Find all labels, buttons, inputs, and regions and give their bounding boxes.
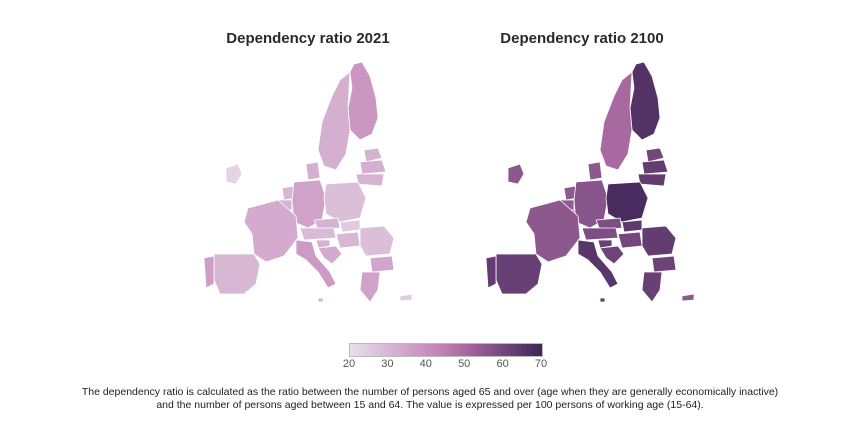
country-estonia [645, 147, 665, 163]
country-lithuania [637, 173, 667, 187]
country-czechia [595, 217, 623, 231]
country-croatia [317, 245, 343, 265]
country-spain [213, 253, 261, 295]
country-portugal [485, 255, 497, 289]
footnote-caption: The dependency ratio is calculated as th… [40, 386, 820, 412]
country-finland [347, 61, 379, 141]
country-malta [317, 297, 324, 303]
country-bulgaria [651, 255, 677, 273]
country-portugal [203, 255, 215, 289]
country-slovakia [621, 219, 643, 233]
legend-tick-labels: 20 30 40 50 60 70 [343, 358, 547, 374]
color-scale-legend [349, 343, 543, 357]
legend-tick: 70 [534, 358, 548, 370]
country-france [243, 199, 299, 263]
country-slovenia [597, 239, 613, 249]
country-denmark [305, 161, 321, 181]
country-czechia [313, 217, 341, 231]
country-cyprus [399, 293, 413, 302]
caption-line-1: The dependency ratio is calculated as th… [81, 386, 779, 398]
country-ireland [507, 163, 525, 185]
country-croatia [599, 245, 625, 265]
country-austria [299, 227, 337, 241]
country-sweden [599, 71, 633, 171]
map-title-2100: Dependency ratio 2100 [500, 30, 664, 47]
country-malta [599, 297, 606, 303]
country-cyprus [681, 293, 695, 302]
legend-tick: 50 [458, 358, 471, 370]
country-denmark [587, 161, 603, 181]
europe-map-2021 [203, 61, 413, 303]
country-slovakia [339, 219, 361, 233]
country-ireland [225, 163, 243, 185]
country-slovenia [315, 239, 331, 249]
country-germany [573, 179, 609, 229]
country-lithuania [355, 173, 385, 187]
country-estonia [363, 147, 383, 163]
country-italy [577, 239, 619, 289]
country-france [525, 199, 581, 263]
country-latvia [641, 159, 669, 175]
country-germany [291, 179, 327, 229]
country-finland [629, 61, 661, 141]
country-hungary [617, 231, 643, 249]
country-romania [359, 225, 395, 257]
legend-tick: 60 [496, 358, 509, 370]
map-title-2021: Dependency ratio 2021 [226, 30, 390, 47]
country-romania [641, 225, 677, 257]
legend-tick: 20 [342, 358, 356, 370]
country-greece [359, 271, 381, 303]
country-austria [581, 227, 619, 241]
caption-line-2: and the number of persons aged between 1… [156, 399, 704, 411]
country-poland [605, 181, 649, 223]
country-bulgaria [369, 255, 395, 273]
country-hungary [335, 231, 361, 249]
country-greece [641, 271, 663, 303]
legend-tick: 30 [381, 358, 394, 370]
legend-tick: 40 [419, 358, 432, 370]
country-italy [295, 239, 337, 289]
country-poland [323, 181, 367, 223]
country-sweden [317, 71, 351, 171]
country-spain [495, 253, 543, 295]
country-latvia [359, 159, 387, 175]
europe-map-2100 [485, 61, 695, 303]
